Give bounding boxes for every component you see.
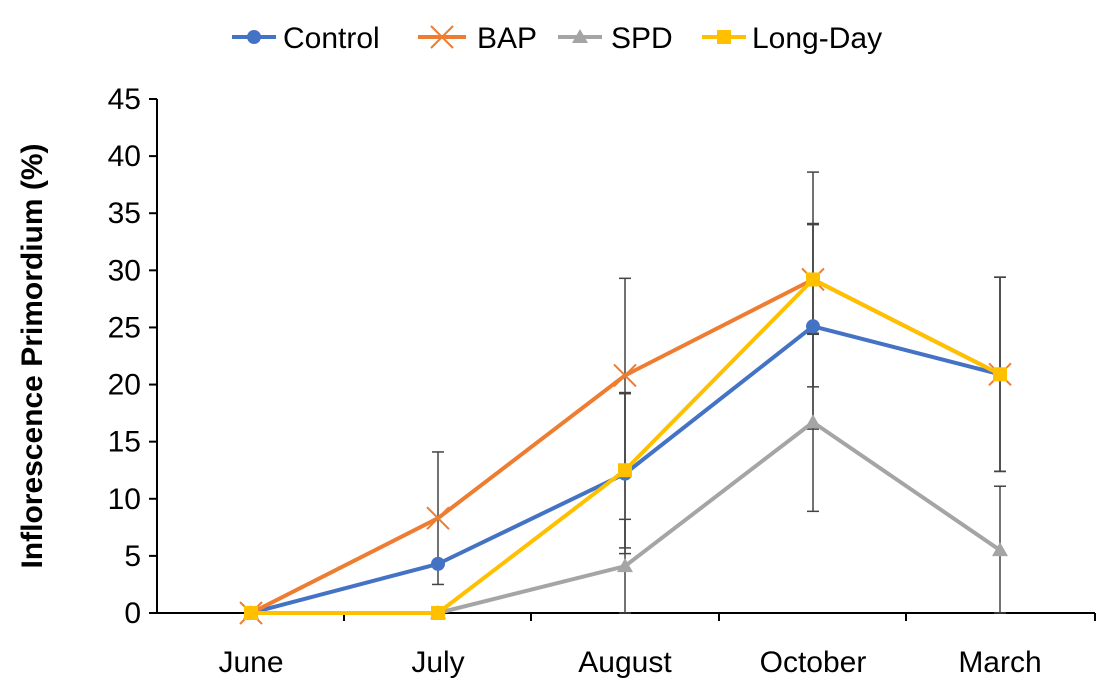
y-tick-label: 5 (124, 540, 141, 573)
y-tick-label: 0 (124, 597, 141, 630)
data-point-bap-august (613, 363, 637, 388)
y-tick-label: 20 (108, 369, 141, 402)
legend-marker-bap (430, 25, 454, 49)
x-category-label: October (760, 646, 867, 679)
data-point-control-october (806, 319, 820, 334)
legend-label-long-day: Long-Day (752, 22, 882, 55)
y-tick-label: 35 (108, 197, 141, 230)
data-point-long-day-august (618, 463, 632, 478)
y-tick-label: 15 (108, 426, 141, 459)
legend-label-spd: SPD (611, 22, 673, 55)
x-category-label: July (411, 646, 464, 679)
y-axis-title: Inflorescence Primordium (%) (16, 143, 49, 568)
data-point-long-day-june (244, 606, 258, 620)
data-point-bap-july (426, 506, 450, 530)
data-point-spd-march (992, 542, 1008, 557)
data-point-long-day-october (806, 272, 820, 287)
legend-item-control: Control (232, 22, 380, 55)
legend-label-control: Control (283, 22, 380, 55)
x-category-label: June (218, 646, 283, 679)
y-tick-label: 10 (108, 483, 141, 516)
legend-item-spd: SPD (558, 22, 673, 55)
x-category-label: August (578, 646, 672, 679)
data-point-spd-august (617, 558, 633, 573)
x-category-label: March (958, 646, 1041, 679)
legend-item-bap: BAP (418, 22, 537, 55)
y-tick-label: 25 (108, 311, 141, 344)
data-point-control-july (431, 556, 445, 571)
series-group (239, 267, 1012, 625)
data-point-spd-october (805, 414, 821, 429)
error-bars (432, 171, 1006, 614)
y-tick-label: 45 (108, 83, 141, 116)
legend-marker-spd (572, 29, 588, 43)
series-long-day (244, 272, 1007, 620)
y-axis: 0 5 10 15 20 25 30 35 40 45 (108, 83, 158, 630)
legend-marker-control (247, 30, 261, 44)
legend-item-long-day: Long-Day (702, 22, 882, 55)
y-ticks: 0 5 10 15 20 25 30 35 40 45 (108, 83, 157, 630)
x-ticks: June July August October March (218, 613, 1096, 679)
data-point-long-day-july (431, 606, 445, 620)
data-point-long-day-march (993, 367, 1007, 382)
legend-label-bap: BAP (477, 22, 537, 55)
legend: Control BAP SPD Long-Day (232, 22, 882, 55)
y-tick-label: 30 (108, 254, 141, 287)
x-axis: June July August October March (157, 612, 1096, 679)
y-tick-label: 40 (108, 140, 141, 173)
legend-marker-long-day (717, 30, 731, 44)
